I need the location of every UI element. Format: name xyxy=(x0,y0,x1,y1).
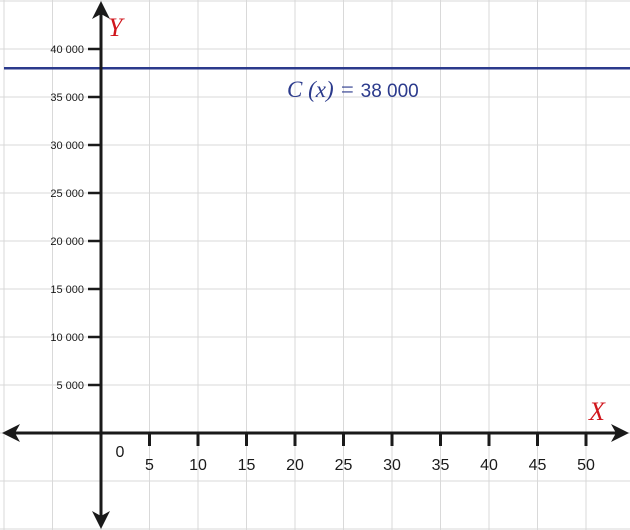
x-tick-label: 25 xyxy=(335,457,353,474)
y-tick-label: 30 000 xyxy=(50,140,84,152)
x-tick-label: 30 xyxy=(383,457,401,474)
function-label-prefix: C (x) = xyxy=(287,77,361,102)
x-axis-arrow-right xyxy=(611,424,629,442)
y-tick-label: 35 000 xyxy=(50,92,84,104)
y-tick-label: 20 000 xyxy=(50,236,84,248)
x-tick-label: 45 xyxy=(529,457,547,474)
y-tick-label: 25 000 xyxy=(50,188,84,200)
ticks: 0 5 10 15 20 25 30 35 40 45 50 5 000 10 000 15 000 20 … xyxy=(50,44,595,474)
x-tick-label: 5 xyxy=(145,457,154,474)
y-axis-arrow-up xyxy=(92,1,110,19)
y-tick-label: 40 000 xyxy=(50,44,84,56)
x-tick-label: 15 xyxy=(238,457,256,474)
y-tick-label: 5 000 xyxy=(56,380,84,392)
x-axis-arrow-left xyxy=(2,424,20,442)
x-tick-label: 0 xyxy=(116,444,125,461)
y-axis-name: Y xyxy=(108,13,125,42)
x-tick-label: 35 xyxy=(432,457,450,474)
function-label-value: 38 000 xyxy=(361,81,419,102)
y-tick-label: 15 000 xyxy=(50,284,84,296)
y-axis-arrow-down xyxy=(92,511,110,529)
y-tick-label: 10 000 xyxy=(50,332,84,344)
x-axis-name: X xyxy=(588,397,606,426)
x-tick-label: 50 xyxy=(577,457,595,474)
function-label: C (x) = 38 000 xyxy=(287,77,419,102)
x-tick-label: 20 xyxy=(286,457,304,474)
x-tick-label: 10 xyxy=(189,457,207,474)
x-tick-label: 40 xyxy=(480,457,498,474)
